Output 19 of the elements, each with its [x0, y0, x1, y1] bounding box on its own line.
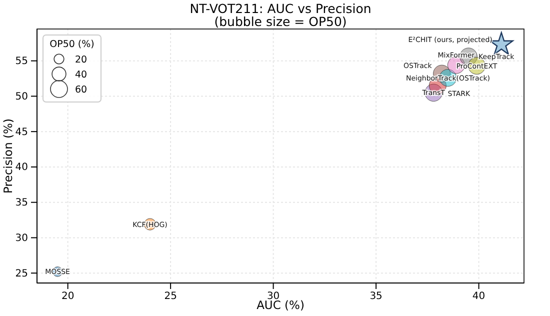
y-axis-title: Precision (%)	[1, 118, 15, 194]
y-tick-label: 30	[15, 232, 28, 244]
y-tick-label: 35	[15, 198, 28, 209]
y-tick-label: 45	[15, 126, 28, 138]
chart-subtitle: (bubble size = OP50)	[214, 14, 347, 29]
x-tick-label: 35	[370, 291, 382, 302]
legend-label: 40	[75, 70, 88, 80]
y-tick-label: 40	[15, 162, 28, 174]
chart-title: NT-VOT211: AUC vs Precision	[190, 1, 372, 16]
y-tick-label: 25	[15, 268, 28, 280]
x-axis-title: AUC (%)	[256, 298, 304, 312]
x-tick-label: 25	[164, 291, 177, 302]
y-tick-label: 50	[15, 91, 28, 102]
y-tick-label: 55	[15, 56, 28, 68]
legend-label: 20	[75, 54, 88, 66]
legend-title: OP50 (%)	[50, 39, 94, 50]
legend-label: 60	[75, 84, 88, 96]
x-tick-label: 40	[472, 291, 486, 302]
x-tick-label: 20	[61, 291, 74, 302]
